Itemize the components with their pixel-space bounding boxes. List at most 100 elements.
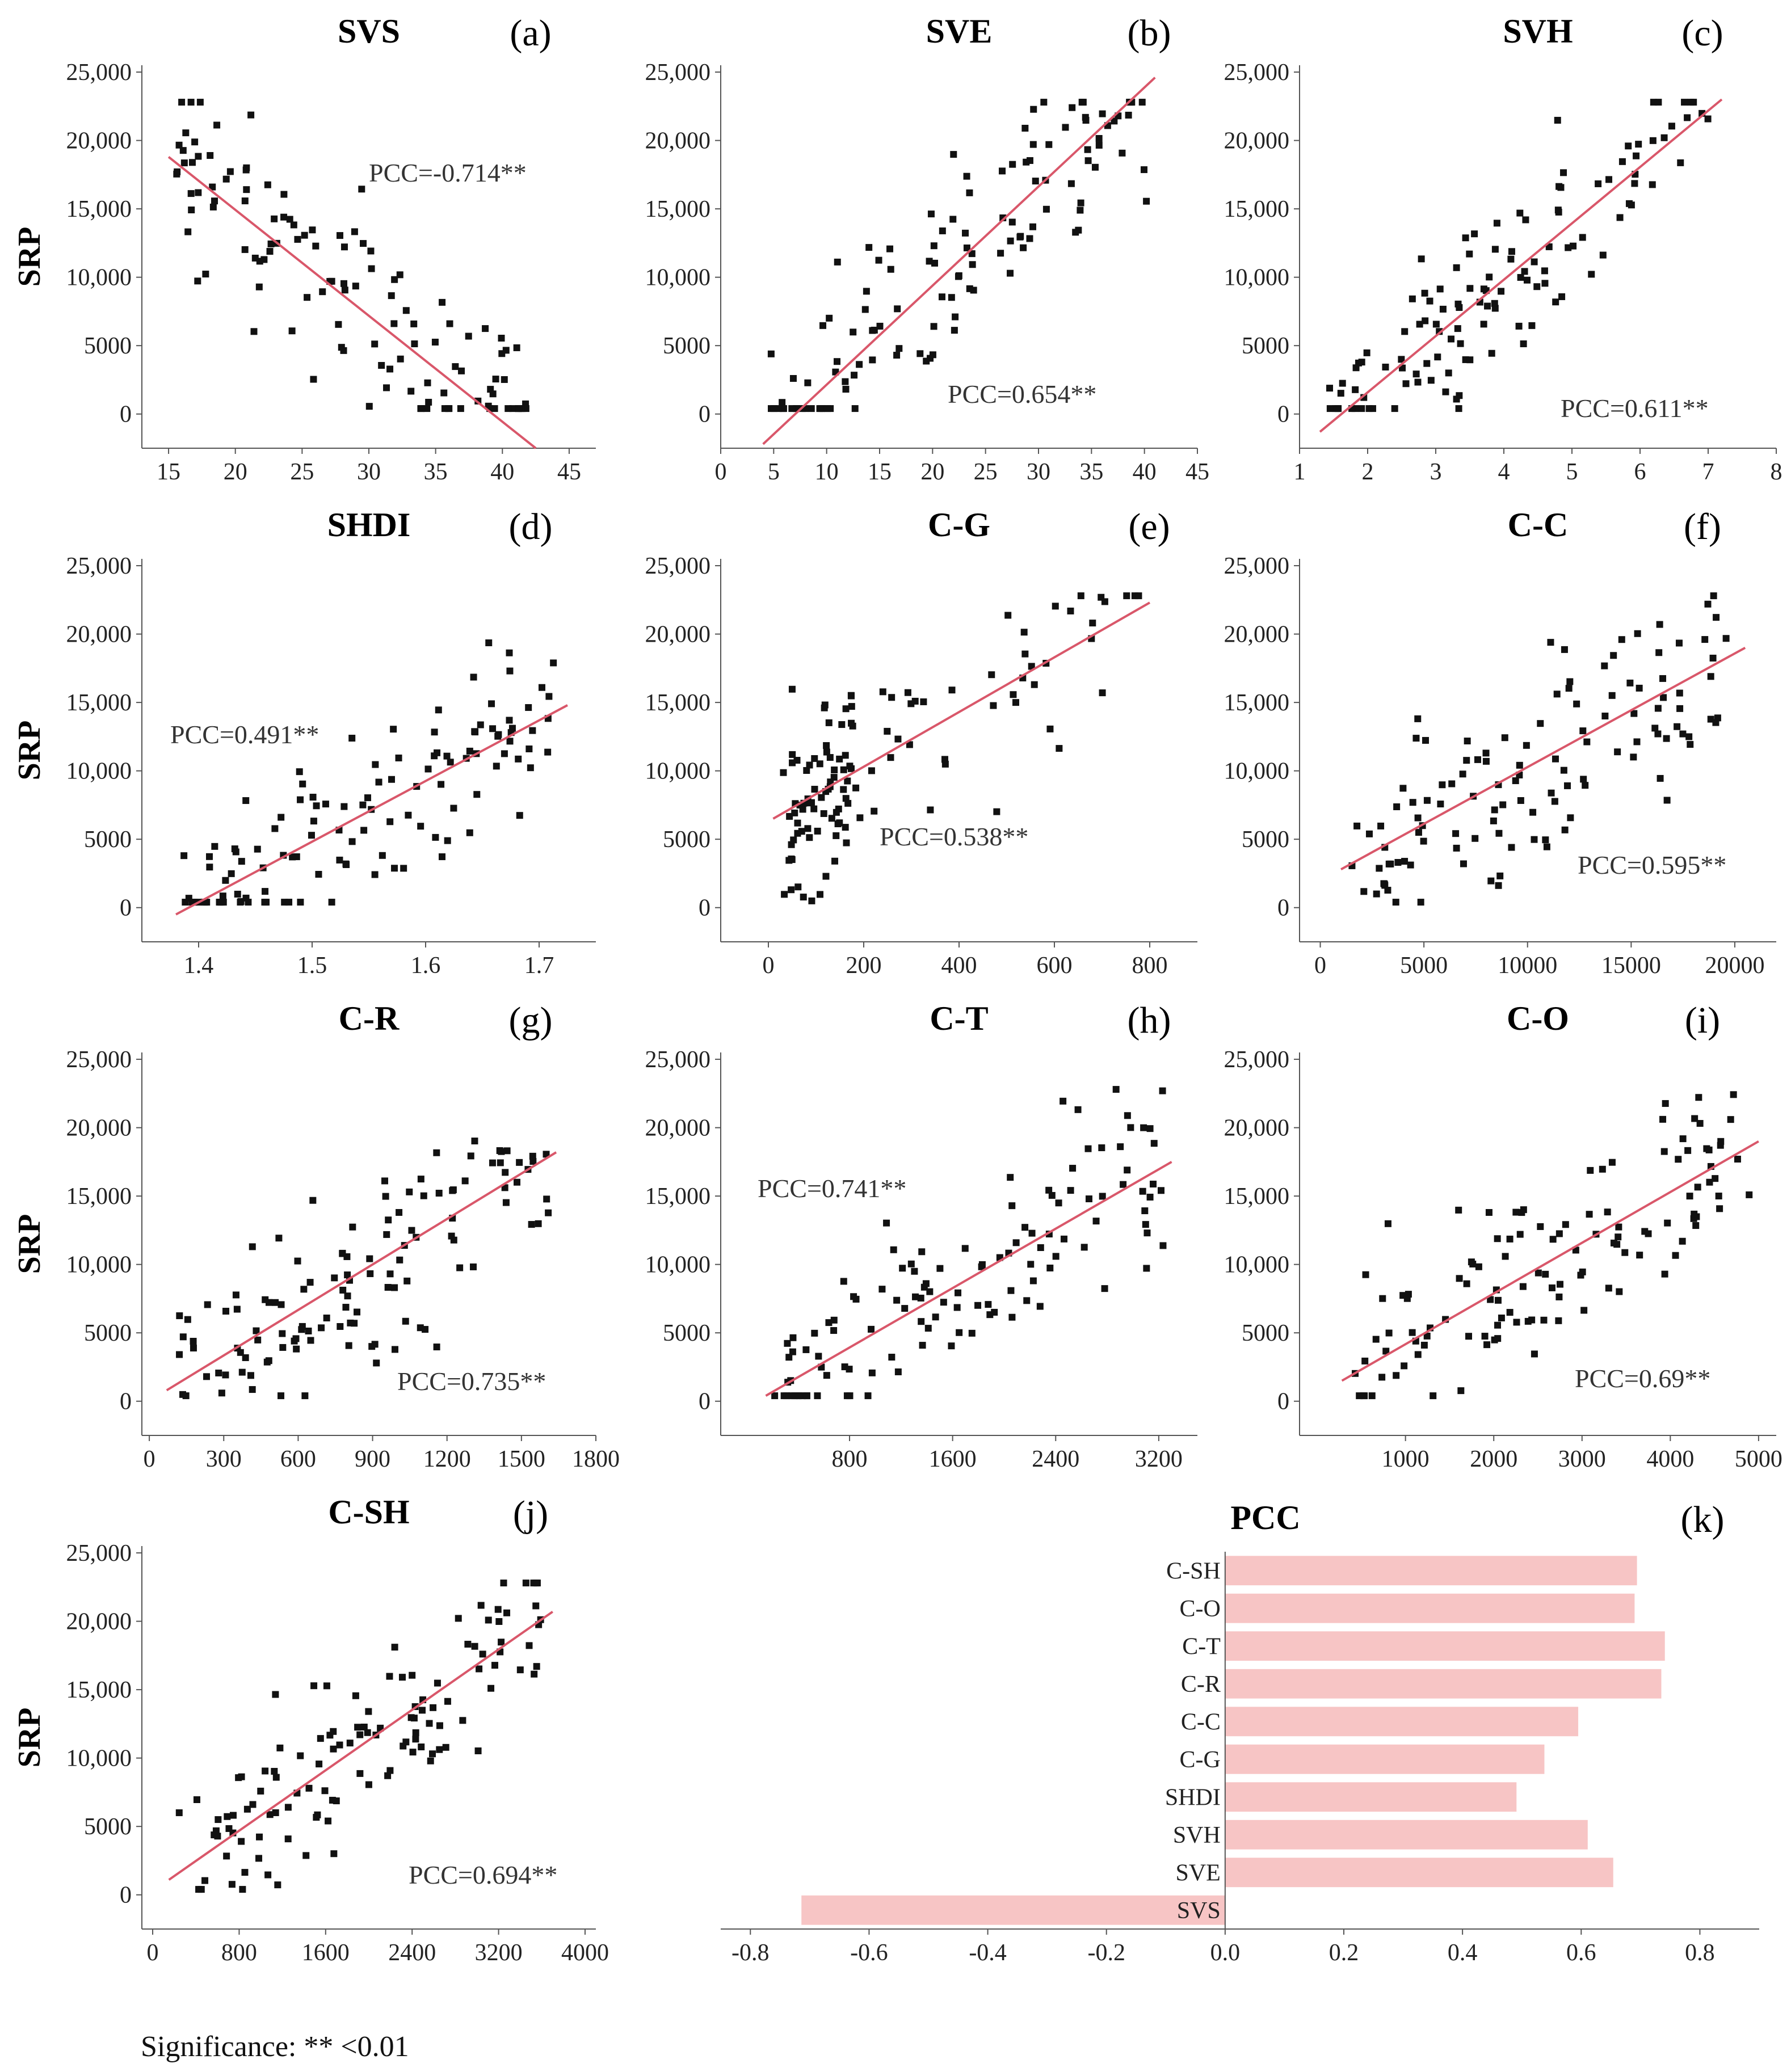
scatter-point xyxy=(373,1359,380,1367)
scatter-point xyxy=(852,1295,860,1303)
scatter-point xyxy=(788,1392,795,1400)
scatter-point xyxy=(941,756,948,763)
scatter-point xyxy=(347,1319,354,1326)
scatter-point xyxy=(529,1152,536,1160)
scatter-point xyxy=(1117,1143,1124,1151)
scatter-point xyxy=(1037,1244,1044,1251)
scatter-point xyxy=(1488,349,1495,357)
scatter-point xyxy=(1098,1144,1105,1151)
scatter-point xyxy=(444,1698,451,1705)
scatter-point xyxy=(1030,106,1037,113)
x-tick-label: 0.6 xyxy=(1566,1940,1596,1966)
scatter-point xyxy=(228,1881,236,1888)
scatter-point xyxy=(440,389,448,397)
scatter-point xyxy=(241,1869,249,1876)
scatter-point xyxy=(254,1336,262,1344)
scatter-point xyxy=(1583,738,1591,746)
scatter-point xyxy=(1143,1265,1150,1272)
panel-j: C-SH (j) 0 5000 10,000 15,000 20,000 25,000 0 800… xyxy=(12,1493,609,1966)
scatter-point xyxy=(1084,1145,1092,1152)
scatter-point xyxy=(1681,99,1688,106)
panel-c: SVH (c) 0 5000 10,000 15,000 20,000 25,000 1 2 3 4 5… xyxy=(1224,12,1782,485)
scatter-point xyxy=(1734,1156,1741,1163)
scatter-point xyxy=(1495,829,1503,837)
scatter-point xyxy=(1506,1309,1513,1316)
scatter-point xyxy=(1635,141,1642,148)
scatter-point xyxy=(1084,157,1092,165)
scatter-point xyxy=(1465,1333,1473,1340)
scatter-point xyxy=(789,1334,797,1341)
scatter-point xyxy=(432,833,439,841)
x-tick-label: 6 xyxy=(1634,459,1646,485)
scatter-point xyxy=(434,1679,441,1687)
scatter-point xyxy=(1486,273,1493,281)
scatter-point xyxy=(263,1358,271,1366)
scatter-point xyxy=(818,794,825,801)
scatter-point xyxy=(1082,113,1089,121)
panel-tag-j: (j) xyxy=(513,1493,548,1535)
y-tick-label: 10,000 xyxy=(66,1252,132,1278)
scatter-point xyxy=(1685,733,1693,740)
scatter-point xyxy=(1566,678,1574,685)
panel-tag-k: (k) xyxy=(1681,1499,1725,1540)
scatter-point xyxy=(1543,843,1550,850)
y-tick-label: 15,000 xyxy=(66,196,132,222)
scatter-point xyxy=(1523,276,1531,284)
scatter-point xyxy=(272,1691,279,1698)
scatter-point xyxy=(781,891,788,898)
scatter-point xyxy=(1426,297,1433,305)
scatter-point xyxy=(352,283,359,290)
scatter-point xyxy=(963,172,970,180)
scatter-point xyxy=(529,1158,537,1165)
scatter-point xyxy=(310,818,317,825)
scatter-point xyxy=(474,1747,482,1754)
scatter-point xyxy=(1659,675,1667,682)
y-axis-label: SRP xyxy=(12,1708,47,1768)
scatter-point xyxy=(1618,636,1625,643)
scatter-point xyxy=(988,671,995,679)
scatter-point xyxy=(1675,639,1683,647)
x-tick-label: 25 xyxy=(974,459,998,485)
scatter-point xyxy=(1515,322,1523,330)
scatter-point xyxy=(228,870,235,877)
scatter-point xyxy=(948,294,955,301)
scatter-point xyxy=(919,1342,926,1349)
x-tick-label: 0.0 xyxy=(1210,1940,1241,1966)
scatter-point xyxy=(816,760,823,768)
scatter-point xyxy=(1555,1317,1562,1324)
scatter-point xyxy=(1334,405,1341,412)
scatter-point xyxy=(991,1308,998,1316)
scatter-point xyxy=(204,1301,211,1308)
x-tick-label: 2400 xyxy=(388,1940,436,1966)
x-tick-label: 5 xyxy=(1566,459,1578,485)
scatter-point xyxy=(449,1187,456,1194)
scatter-point xyxy=(1605,1285,1612,1292)
scatter-point xyxy=(1077,207,1084,214)
bar-label: SVH xyxy=(1173,1822,1221,1848)
scatter-point xyxy=(191,138,199,146)
fit-line-d xyxy=(175,704,568,916)
scatter-point xyxy=(825,719,833,726)
pcc-annotation-a: PCC=-0.714** xyxy=(369,158,527,187)
scatter-point xyxy=(1533,283,1541,290)
scatter-point xyxy=(1595,180,1602,187)
scatter-point xyxy=(502,1199,510,1206)
scatter-point xyxy=(313,802,320,810)
panel-tag-h: (h) xyxy=(1128,1000,1171,1041)
scatter-point xyxy=(1537,720,1544,727)
scatter-point xyxy=(1029,223,1037,230)
scatter-point xyxy=(823,742,830,749)
scatter-point xyxy=(1531,836,1538,843)
scatter-point xyxy=(865,244,873,251)
scatter-point xyxy=(371,1341,379,1348)
scatter-point xyxy=(1384,1220,1391,1227)
scatter-point xyxy=(1401,858,1409,865)
bar-label: SHDI xyxy=(1165,1784,1221,1810)
scatter-point xyxy=(1448,335,1455,343)
scatter-point xyxy=(784,1340,791,1347)
scatter-point xyxy=(226,168,234,175)
scatter-point xyxy=(1599,251,1607,259)
scatter-point xyxy=(439,298,446,306)
scatter-point xyxy=(802,1346,810,1353)
y-tick-label: 5000 xyxy=(84,827,132,853)
